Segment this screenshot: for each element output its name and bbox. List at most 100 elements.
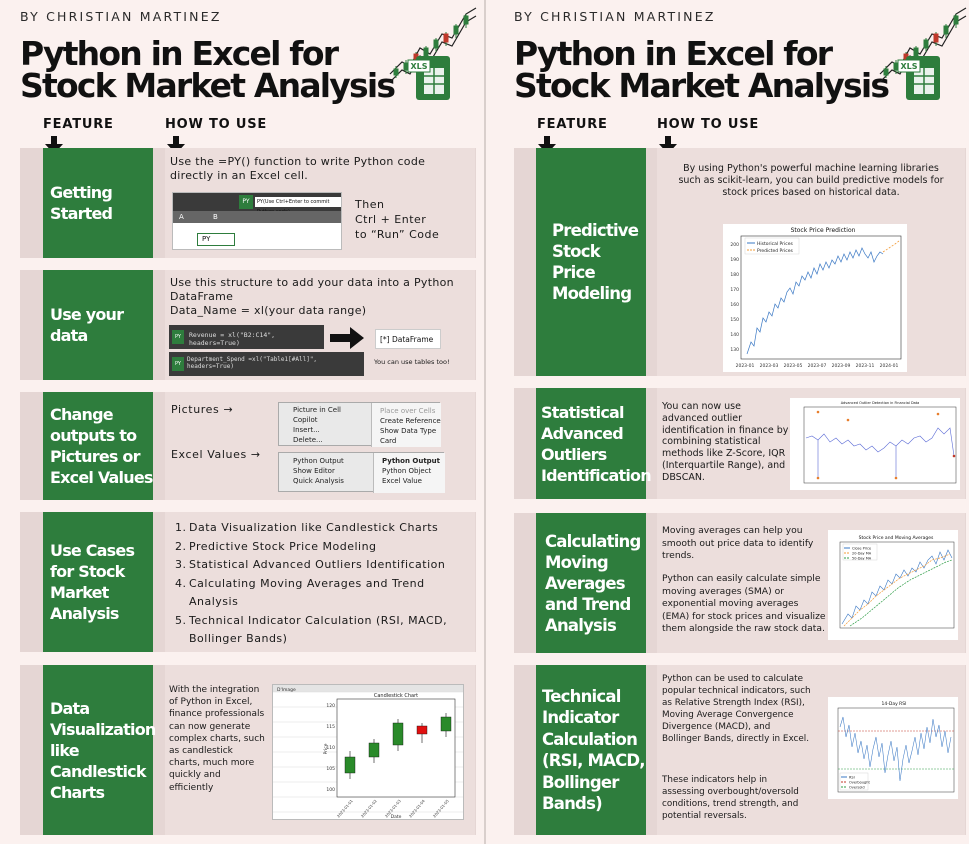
x-tick: 2023-01-01	[336, 798, 354, 819]
excel-formula-screenshot: PY PY(Use Ctrl+Enter to commit Python co…	[172, 192, 342, 250]
menu-item[interactable]: Place over Cells	[380, 407, 436, 415]
feature-candlestick: Data Visualization like Candlestick Char…	[43, 665, 156, 835]
howto-use-cases	[165, 512, 475, 652]
chart-title: Advanced Outlier Detection in Financial …	[841, 401, 920, 405]
y-tick: 150	[730, 317, 739, 323]
candle	[440, 716, 452, 732]
then-label: Then	[355, 198, 385, 211]
title-line-2: Stock Market Analysis	[20, 66, 396, 105]
byline: BY CHRISTIAN MARTINEZ	[514, 9, 716, 24]
legend-item: 20-Day MA	[852, 552, 872, 556]
title-line-2: Stock Market Analysis	[514, 66, 890, 105]
moving-avg-text-1: Moving averages can help you smooth out …	[662, 525, 814, 561]
menu-item[interactable]: Python Output	[293, 457, 344, 465]
historical-series	[746, 247, 884, 355]
excel-chart-logo: XLS	[389, 7, 477, 100]
predictive-chart: Stock Price Prediction 200 190 180 170 1…	[723, 224, 907, 372]
outlier-point	[952, 454, 956, 458]
feature-change-outputs: Change outputs to Pictures or Excel Valu…	[43, 392, 153, 500]
code-cell-2: PY Department_Spend =xl("Table1[#All]", …	[169, 352, 364, 376]
technical-text-2: These indicators help in assessing overb…	[662, 775, 799, 822]
py-cell[interactable]: PY	[197, 233, 235, 246]
x-tick: 2023-01-02	[360, 798, 378, 819]
menu-item[interactable]: Create Reference	[380, 417, 441, 425]
arrow-down-icon	[167, 136, 185, 154]
x-tick: 2023-01-04	[408, 798, 426, 819]
page-title: Python in Excel for Stock Market Analysi…	[20, 37, 396, 105]
sheet-label: D'Image	[277, 687, 296, 693]
legend-item: Close Price	[852, 547, 871, 551]
tables-note: You can use tables too!	[374, 358, 450, 366]
y-tick: 110	[326, 745, 335, 751]
howto-header: HOW TO USE	[657, 117, 760, 132]
y-tick: 100	[326, 787, 335, 793]
pictures-label: Pictures →	[171, 403, 234, 416]
right-panel: BY CHRISTIAN MARTINEZ Python in Excel fo…	[486, 0, 969, 844]
x-tick: 2023-09	[832, 363, 851, 369]
legend-item: RSI	[849, 776, 855, 780]
outlier-point	[894, 476, 898, 480]
code-line-1: Revenue = xl("B2:C14", headers=True)	[189, 331, 276, 347]
feature-outliers: Statistical Advanced Outliers Identifica…	[536, 388, 652, 499]
feature-predictive: Predictive Stock Price Modeling	[536, 148, 646, 376]
dataframe-badge: [*] DataFrame	[375, 329, 441, 349]
candle	[368, 742, 380, 758]
feature-use-data: Use your data	[43, 270, 153, 380]
y-tick: 160	[730, 302, 739, 308]
menu-item[interactable]: Insert...	[293, 426, 320, 434]
x-axis-label: Date	[391, 814, 402, 820]
y-tick: 190	[730, 257, 739, 263]
howto-header: HOW TO USE	[165, 117, 268, 132]
menu-item[interactable]: Show Editor	[293, 467, 335, 475]
list-item: 5. Technical Indicator Calculation (RSI, …	[175, 613, 448, 646]
y-tick: 130	[730, 347, 739, 353]
ma20-series	[843, 553, 951, 627]
menu-item[interactable]: Copilot	[293, 416, 318, 424]
list-item: 2. Predictive Stock Price Modeling	[175, 539, 377, 553]
ctrl-enter-label: Ctrl + Enter	[355, 213, 427, 226]
list-item: 4. Calculating Moving Averages and Trend …	[175, 576, 425, 609]
feature-getting-started: Getting Started	[43, 148, 153, 258]
technical-text-1: Python can be used to calculate popular …	[662, 674, 811, 745]
menu-item[interactable]: Picture in Cell	[293, 406, 341, 414]
col-a-label: A	[179, 213, 184, 221]
title-line-1: Python in Excel for	[514, 34, 833, 73]
legend-item: Overbought	[849, 781, 870, 785]
chart-title: Stock Price and Moving Averages	[859, 535, 934, 541]
candle	[416, 725, 428, 735]
candlestick-title: Candlestick Chart	[374, 693, 418, 699]
ma50-series	[849, 559, 953, 627]
legend-item: Oversold	[849, 786, 865, 790]
rsi-svg: 14-Day RSI RSI Overbought Oversold	[837, 701, 955, 793]
page-title: Python in Excel for Stock Market Analysi…	[514, 34, 890, 105]
predictive-svg: Stock Price Prediction 200 190 180 170 1…	[730, 227, 902, 369]
moving-avg-chart: Stock Price and Moving Averages Close Pr…	[828, 530, 958, 640]
legend-item: 50-Day MA	[852, 557, 872, 561]
outliers-svg: Advanced Outlier Detection in Financial …	[803, 401, 957, 484]
outlier-point	[936, 412, 940, 416]
candlestick-text: With the integration of Python in Excel,…	[169, 685, 265, 793]
x-tick: 2023-01-05	[432, 798, 450, 819]
arrow-down-icon	[538, 136, 556, 154]
use-cases-list: 1. Data Visualization like Candlestick Ch…	[175, 519, 475, 649]
menu-item[interactable]: Excel Value	[382, 477, 422, 485]
menu-item[interactable]: Quick Analysis	[293, 477, 344, 485]
close-series	[841, 549, 953, 625]
y-axis-label: Price	[323, 743, 329, 754]
x-tick: 2023-05	[784, 363, 803, 369]
y-tick: 120	[326, 703, 335, 709]
menu-item[interactable]: Python Output	[382, 457, 441, 465]
y-tick: 170	[730, 287, 739, 293]
panel-divider	[484, 0, 486, 844]
candlestick-svg: D'Image Candlestick Chart 120 115 110 10…	[273, 685, 463, 820]
menu-item[interactable]: Delete...	[293, 436, 323, 444]
feature-technical: Technical Indicator Calculation (RSI, MA…	[536, 665, 646, 835]
moving-avg-text-2: Python can easily calculate simple movin…	[662, 573, 826, 634]
arrow-down-icon	[45, 136, 63, 154]
menu-item[interactable]: Python Object	[382, 467, 432, 475]
menu-item[interactable]: Show Data Type Card	[380, 427, 437, 445]
formula-tooltip: PY(Use Ctrl+Enter to commit Python code)	[255, 197, 341, 215]
candle	[344, 756, 356, 774]
outliers-chart: Advanced Outlier Detection in Financial …	[790, 398, 960, 490]
y-tick: 105	[326, 766, 335, 772]
